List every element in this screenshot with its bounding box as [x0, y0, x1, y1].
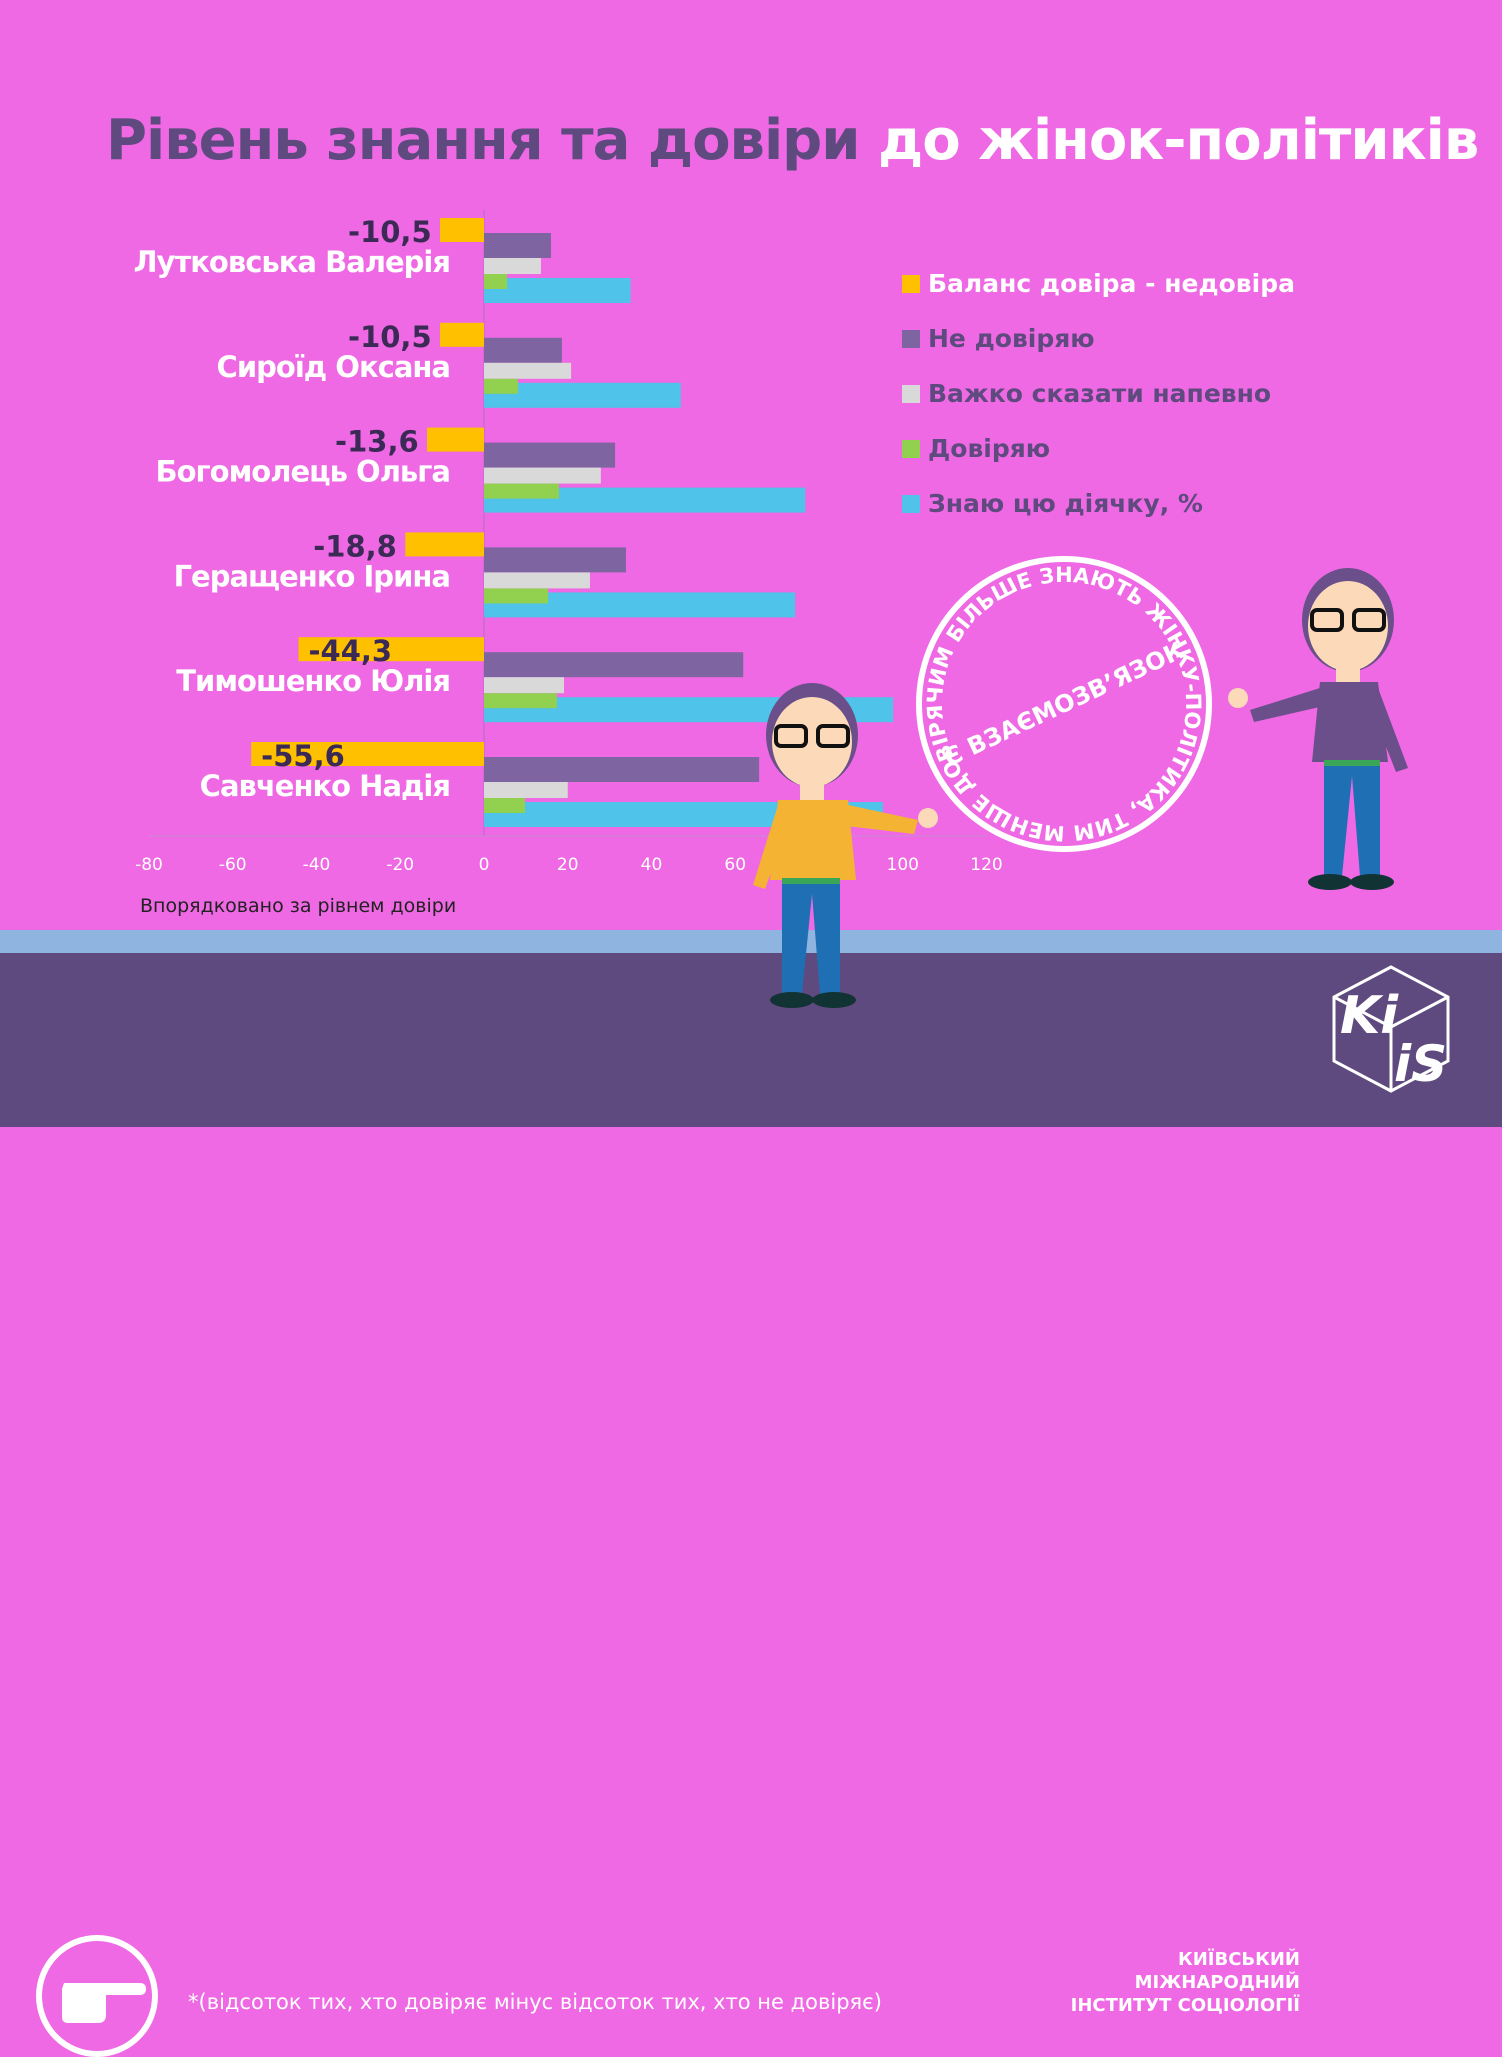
legend-swatch — [902, 494, 920, 513]
x-tick-label: 60 — [724, 855, 746, 875]
legend-swatch — [902, 439, 920, 458]
balance-bar — [440, 218, 484, 242]
man-figure-right — [1228, 568, 1408, 890]
distrust-bar — [484, 233, 551, 258]
balance-bar — [251, 742, 484, 766]
legend-label: Знаю цю діячку, % — [928, 489, 1203, 518]
stamp: ЧИМ БІЛЬШЕ ЗНАЮТЬ ЖІНКУ-ПОЛІТИКА, ТИМ МЕ… — [912, 552, 1212, 852]
trust-bar — [484, 274, 508, 289]
category-label: Савченко Надія — [200, 769, 450, 803]
legend-label: Довіряю — [928, 434, 1051, 463]
distrust-bar — [484, 652, 744, 678]
legend-swatch — [902, 274, 920, 293]
hard-to-say-bar — [484, 677, 564, 694]
kiis-logo: Ki iS — [1332, 965, 1450, 1093]
x-tick-label: 20 — [557, 855, 579, 875]
hard-to-say-bar — [484, 467, 601, 484]
footnote: *(відсоток тих, хто довіряє мінус відсот… — [188, 1990, 882, 2014]
legend-label: Важко сказати напевно — [928, 379, 1272, 408]
category-label: Богомолець Ольга — [155, 455, 450, 489]
pointing-hand-icon — [36, 1935, 158, 2057]
balance-bar — [427, 427, 484, 452]
hard-to-say-bar — [484, 258, 541, 274]
x-tick-label: -60 — [219, 855, 247, 875]
bar-chart: -80-60-40-20020406080100120-10,5Лутковсь… — [133, 210, 1003, 875]
legend: Баланс довіра - недовіра Не довіряю Важко … — [902, 256, 1295, 531]
balance-bar — [298, 637, 484, 662]
divider-band — [0, 930, 1502, 954]
legend-item: Довіряю — [902, 421, 1295, 476]
page-title: Рівень знання та довіри до жінок-політик… — [106, 108, 1479, 173]
stamp-center-text: Є ВЗАЄМОЗВ’ЯЗОК — [939, 636, 1188, 772]
category-label: Сироїд Оксана — [217, 350, 450, 384]
man-figure-left — [753, 683, 938, 1008]
distrust-bar — [484, 337, 562, 363]
balance-data-label: -10,5 — [348, 320, 432, 354]
sort-note: Впорядковано за рівнем довіри — [140, 895, 457, 917]
hard-to-say-bar — [484, 362, 572, 379]
distrust-bar — [484, 757, 760, 782]
hard-to-say-bar — [484, 782, 568, 798]
balance-bar — [405, 532, 484, 557]
trust-bar — [484, 483, 559, 499]
distrust-bar — [484, 442, 616, 468]
legend-swatch — [902, 329, 920, 348]
legend-item: Важко сказати напевно — [902, 366, 1295, 421]
svg-text:iS: iS — [1394, 1035, 1447, 1093]
x-tick-label: -20 — [386, 855, 414, 875]
know-bar — [484, 278, 631, 303]
x-tick-label: 120 — [970, 855, 1002, 875]
x-tick-label: -80 — [135, 855, 163, 875]
balance-data-label: -55,6 — [261, 739, 345, 773]
x-tick-label: -40 — [303, 855, 331, 875]
legend-item: Не довіряю — [902, 311, 1295, 366]
category-label: Лутковська Валерія — [133, 245, 450, 279]
balance-data-label: -44,3 — [308, 634, 392, 668]
trust-bar — [484, 588, 549, 604]
org-name: КИЇВСЬКИЙ МІЖНАРОДНИЙ ІНСТИТУТ СОЦІОЛОГІ… — [1070, 1949, 1300, 2016]
balance-data-label: -18,8 — [313, 529, 397, 563]
legend-swatch — [902, 384, 920, 403]
trust-bar — [484, 798, 526, 813]
distrust-bar — [484, 547, 626, 573]
hard-to-say-bar — [484, 572, 590, 589]
legend-item: Баланс довіра - недовіра — [902, 256, 1295, 311]
x-tick-label: 100 — [887, 855, 919, 875]
legend-label: Не довіряю — [928, 324, 1095, 353]
svg-text:Ki: Ki — [1340, 986, 1399, 1046]
legend-label: Баланс довіра - недовіра — [928, 269, 1295, 298]
trust-bar — [484, 378, 518, 394]
balance-data-label: -10,5 — [348, 215, 432, 249]
balance-data-label: -13,6 — [335, 425, 419, 459]
category-label: Тимошенко Юлія — [176, 664, 450, 698]
balance-bar — [440, 322, 484, 347]
x-tick-label: 40 — [641, 855, 663, 875]
x-tick-label: 0 — [479, 855, 490, 875]
trust-bar — [484, 693, 557, 709]
category-label: Геращенко Ірина — [174, 559, 450, 593]
legend-item: Знаю цю діячку, % — [902, 476, 1295, 531]
